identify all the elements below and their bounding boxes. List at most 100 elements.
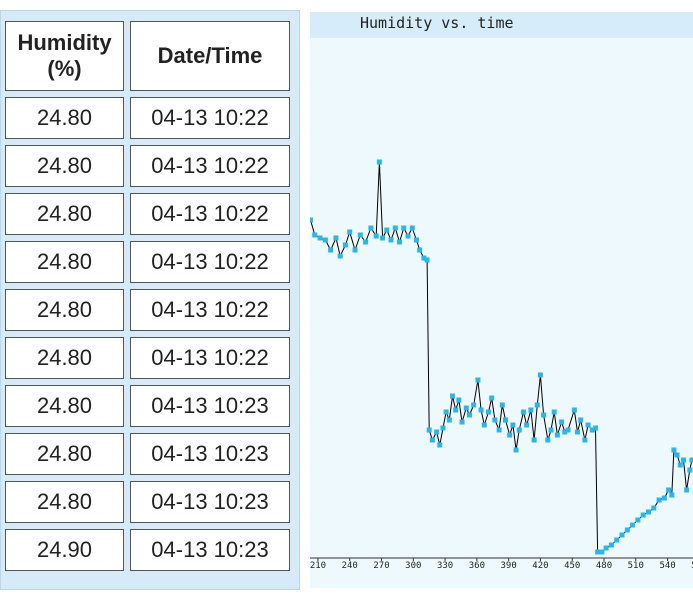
data-point <box>317 235 323 241</box>
data-point <box>492 417 498 423</box>
data-point <box>640 512 646 518</box>
data-point <box>368 225 374 231</box>
data-point <box>603 545 609 551</box>
cell: 24.90 <box>5 529 124 571</box>
data-point <box>429 437 435 443</box>
data-point <box>689 457 693 463</box>
row: 24.80 04-13 10:23 <box>5 433 290 475</box>
header-cell: Date/Time <box>130 21 290 91</box>
data-point <box>595 549 601 555</box>
row: 24.80 04-13 10:22 <box>5 145 290 187</box>
data-point <box>481 422 487 428</box>
cell: 04-13 10:22 <box>130 97 290 139</box>
data-point <box>347 229 353 235</box>
x-tick-label: 360 <box>469 561 485 571</box>
x-tick-label: 330 <box>437 561 453 571</box>
data-point <box>478 407 484 413</box>
data-point <box>545 437 551 443</box>
data-point <box>456 397 462 403</box>
data-point <box>434 429 440 435</box>
data-point <box>453 407 459 413</box>
data-point <box>656 497 662 503</box>
data-point <box>337 253 343 259</box>
cell: 24.80 <box>5 337 124 379</box>
data-point <box>531 437 537 443</box>
data-point <box>322 237 328 243</box>
data-point <box>614 537 620 543</box>
cell: 24.80 <box>5 193 124 235</box>
data-point <box>352 247 358 253</box>
data-point <box>528 407 534 413</box>
data-point <box>446 417 452 423</box>
cell: 04-13 10:23 <box>130 529 290 571</box>
cell: 24.80 <box>5 289 124 331</box>
data-point <box>524 422 530 428</box>
data-point <box>459 419 465 425</box>
data-point <box>437 442 443 448</box>
data-point <box>554 432 560 438</box>
row: 24.80 04-13 10:22 <box>5 97 290 139</box>
data-point <box>661 495 667 501</box>
header-row: Humidity (%) Date/Time <box>5 21 290 91</box>
cell: 24.80 <box>5 97 124 139</box>
data-point <box>520 409 526 415</box>
data-point <box>541 412 547 418</box>
data-point <box>651 505 657 511</box>
data-point <box>471 402 477 408</box>
x-tick-label: 210 <box>310 561 326 571</box>
data-point <box>342 242 348 248</box>
data-point <box>388 237 394 243</box>
data-point <box>507 432 513 438</box>
x-tick-label: 300 <box>405 561 421 571</box>
data-point <box>582 437 588 443</box>
cell: 04-13 10:23 <box>130 481 290 523</box>
data-point <box>363 239 369 245</box>
data-point <box>669 492 675 498</box>
data-point <box>502 417 508 423</box>
data-point <box>516 427 522 433</box>
data-point <box>548 427 554 433</box>
data-point <box>312 232 318 238</box>
data-point <box>671 447 677 453</box>
title-bar <box>310 12 693 38</box>
data-point <box>687 467 693 473</box>
cell: 04-13 10:22 <box>130 337 290 379</box>
data-point <box>559 419 565 425</box>
data-point <box>443 409 449 415</box>
x-tick-label: 570 <box>691 561 693 571</box>
data-point <box>426 427 432 433</box>
data-point <box>310 217 314 223</box>
data-point <box>405 233 411 239</box>
data-point <box>624 527 630 533</box>
data-point <box>475 377 481 383</box>
table: Humidity (%) Date/Time 24.80 04-13 10:22 24.… <box>0 15 296 577</box>
row: 24.80 04-13 10:22 <box>5 193 290 235</box>
data-point <box>674 452 680 458</box>
row: 24.80 04-13 10:23 <box>5 385 290 427</box>
data-point <box>562 429 568 435</box>
data-point <box>409 225 415 231</box>
cell: 04-13 10:22 <box>130 289 290 331</box>
row: 24.90 04-13 10:23 <box>5 529 290 571</box>
data-point <box>384 227 390 233</box>
data-point <box>357 232 363 238</box>
x-tick-label: 540 <box>659 561 675 571</box>
data-point <box>499 402 505 408</box>
data-point <box>593 425 599 431</box>
chart-title: Humidity vs. time <box>360 14 514 32</box>
data-point <box>392 225 398 231</box>
data-point <box>496 427 502 433</box>
data-point <box>630 522 636 528</box>
x-tick-label: 420 <box>532 561 548 571</box>
header-cell: Humidity (%) <box>5 21 124 91</box>
data-point <box>424 257 430 263</box>
x-tick-label: 240 <box>342 561 358 571</box>
data-point <box>466 412 472 418</box>
data-point <box>397 239 403 245</box>
x-tick-label: 450 <box>564 561 580 571</box>
data-point <box>449 393 455 399</box>
data-point <box>680 457 686 463</box>
data-point <box>551 409 557 415</box>
data-point <box>565 427 571 433</box>
